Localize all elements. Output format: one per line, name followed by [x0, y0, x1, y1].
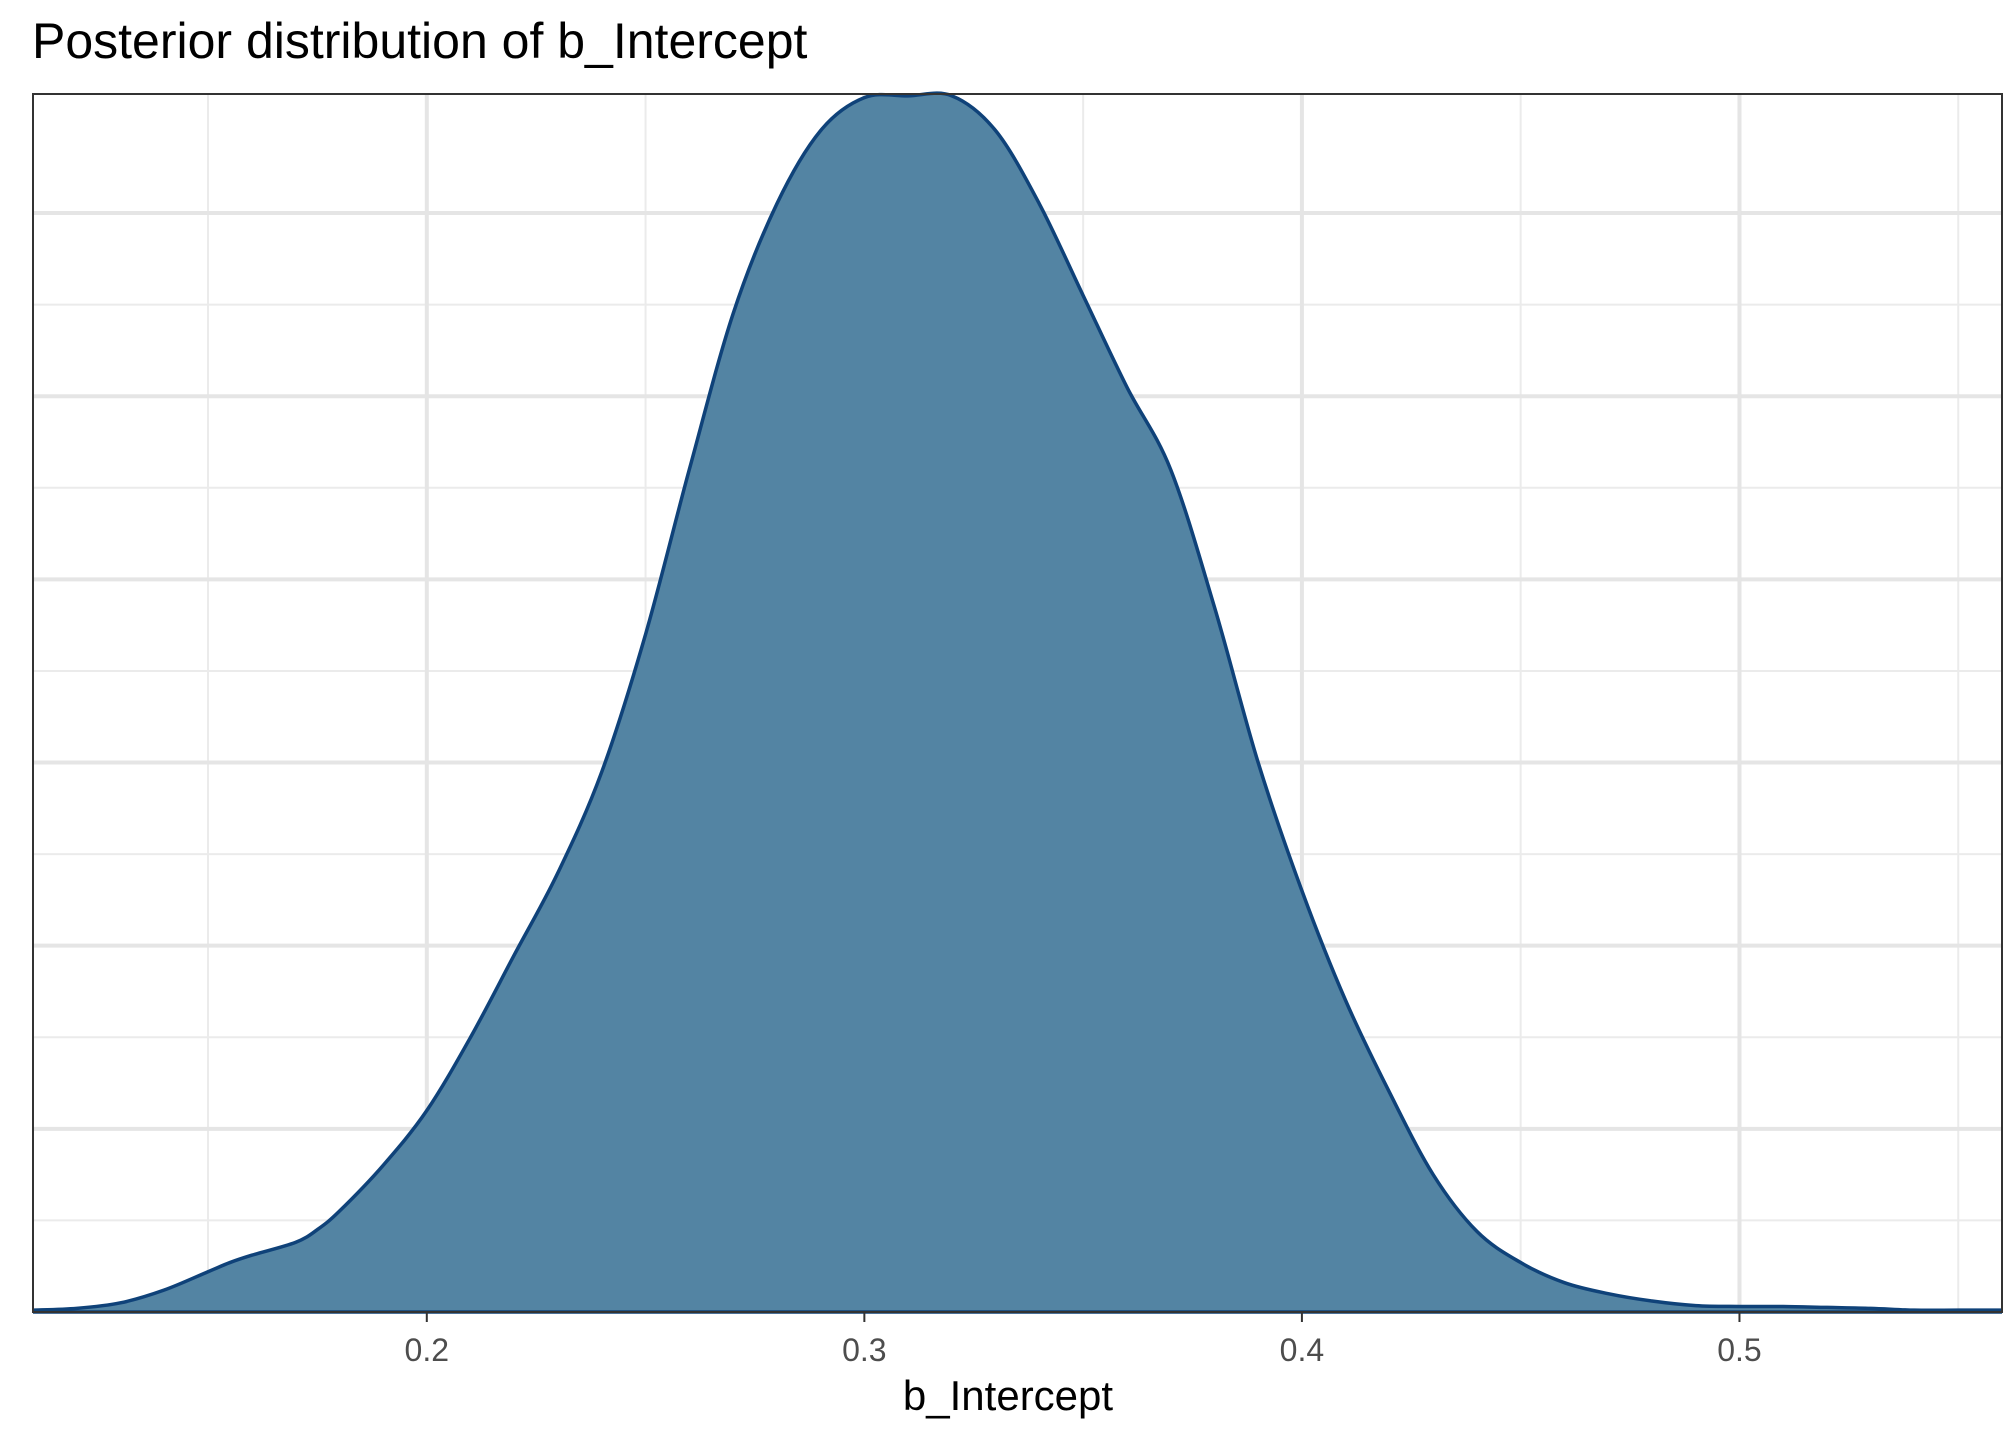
x-tick-label: 0.5 [1717, 1332, 1761, 1368]
x-axis-label: b_Intercept [902, 1372, 1114, 1419]
x-tick-label: 0.4 [1280, 1332, 1324, 1368]
panel-border [32, 93, 2003, 1313]
density-area [33, 93, 2002, 1313]
x-axis-ticks: 0.2 0.3 0.4 0.5 [405, 1312, 1762, 1368]
chart-title: Posterior distribution of b_Intercept [32, 13, 808, 69]
x-tick-label: 0.2 [405, 1332, 449, 1368]
x-tick-label: 0.3 [842, 1332, 886, 1368]
density-curve [32, 91, 2002, 1313]
